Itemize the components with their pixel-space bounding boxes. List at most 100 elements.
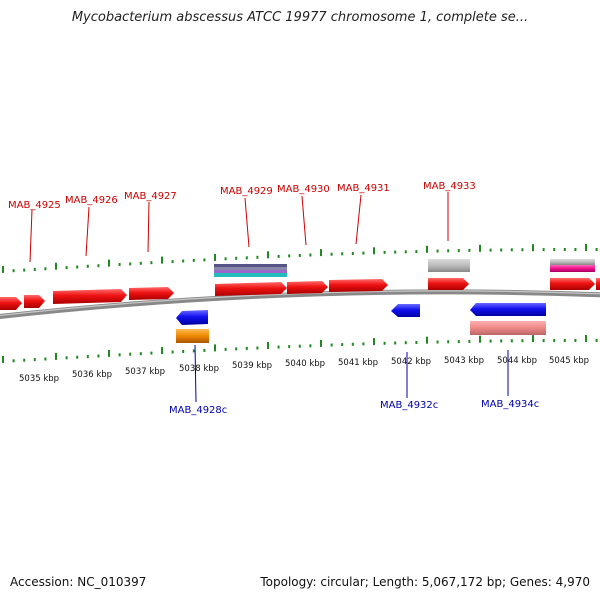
minor-tick xyxy=(150,261,153,265)
minor-tick xyxy=(404,250,407,254)
minor-tick xyxy=(192,258,195,262)
minor-tick xyxy=(351,252,354,255)
scale-label: 5039 kbp xyxy=(232,361,272,371)
scale-label: 5035 kbp xyxy=(19,374,59,384)
cds-arrow xyxy=(596,278,600,290)
major-tick xyxy=(373,247,375,255)
major-tick xyxy=(55,262,57,270)
minor-tick xyxy=(595,248,598,251)
gene-label[interactable]: MAB_4926 xyxy=(65,195,118,206)
minor-tick xyxy=(383,341,386,345)
minor-tick xyxy=(510,248,513,252)
minor-tick xyxy=(44,267,47,271)
minor-tick xyxy=(65,356,68,360)
gene-feature-gray xyxy=(428,259,470,272)
minor-tick xyxy=(341,252,344,256)
major-tick xyxy=(55,352,57,360)
scale-label: 5041 kbp xyxy=(338,358,378,368)
minor-tick xyxy=(574,339,577,342)
feature-stripe-track xyxy=(214,267,287,270)
minor-tick xyxy=(457,249,460,253)
gene-feature-orange xyxy=(176,329,209,343)
minor-tick xyxy=(447,340,450,344)
major-tick xyxy=(532,335,534,343)
minor-tick xyxy=(12,269,15,273)
minor-tick xyxy=(309,344,312,348)
major-tick xyxy=(161,347,163,355)
minor-tick xyxy=(129,262,132,266)
forward-features xyxy=(0,259,600,310)
minor-tick xyxy=(118,353,121,357)
minor-tick xyxy=(468,248,471,252)
cds-arrow xyxy=(0,297,22,310)
minor-tick xyxy=(436,340,439,344)
major-tick xyxy=(585,244,587,251)
minor-tick xyxy=(330,252,333,256)
minor-tick xyxy=(150,351,153,355)
cds-arrow-reverse xyxy=(176,310,208,325)
major-tick xyxy=(108,349,110,357)
minor-tick xyxy=(309,253,312,257)
minor-tick xyxy=(118,263,121,266)
gene-label[interactable]: MAB_4929 xyxy=(220,186,273,197)
scale-label: 5038 kbp xyxy=(179,364,219,374)
major-tick xyxy=(161,256,163,264)
minor-tick xyxy=(510,339,513,343)
cds-arrow xyxy=(287,281,328,294)
minor-tick xyxy=(521,248,524,252)
major-tick xyxy=(214,344,216,352)
cds-arrow xyxy=(129,287,174,300)
minor-tick xyxy=(203,348,206,352)
minor-tick xyxy=(394,250,397,254)
major-tick xyxy=(2,265,4,273)
scale-labels: 5035 kbp 5036 kbp 5037 kbp 5038 kbp 5039… xyxy=(19,356,589,384)
minor-tick xyxy=(330,343,333,347)
minor-tick xyxy=(436,249,439,253)
minor-tick xyxy=(563,339,566,342)
minor-tick xyxy=(595,339,598,342)
minor-tick xyxy=(489,339,492,343)
minor-tick xyxy=(553,248,556,251)
gene-label[interactable]: MAB_4930 xyxy=(277,184,330,195)
minor-tick xyxy=(468,339,471,343)
gene-label[interactable]: MAB_4931 xyxy=(337,183,390,194)
major-tick xyxy=(2,355,4,363)
gene-label[interactable]: MAB_4934c xyxy=(481,399,539,410)
minor-tick xyxy=(86,355,89,359)
gene-label[interactable]: MAB_4927 xyxy=(124,191,177,202)
minor-tick xyxy=(245,256,248,260)
feature-stripe-track xyxy=(214,264,287,267)
minor-tick xyxy=(447,249,450,253)
cds-arrow xyxy=(215,282,287,296)
gene-label[interactable]: MAB_4932c xyxy=(380,400,438,411)
gene-label[interactable]: MAB_4925 xyxy=(8,200,61,211)
minor-tick xyxy=(362,251,365,255)
major-tick xyxy=(426,336,428,344)
minor-tick xyxy=(203,258,206,262)
gene-label[interactable]: MAB_4933 xyxy=(423,181,476,192)
scale-label: 5045 kbp xyxy=(549,356,589,366)
reverse-features xyxy=(176,303,546,343)
major-tick xyxy=(373,338,375,346)
minor-tick xyxy=(171,260,174,264)
minor-tick xyxy=(457,340,460,344)
cds-arrow xyxy=(428,278,469,290)
minor-tick xyxy=(182,350,185,353)
minor-tick xyxy=(298,254,301,257)
major-tick xyxy=(108,259,110,267)
minor-tick xyxy=(415,250,418,254)
bottom-tick-row xyxy=(2,335,598,363)
cds-arrow-reverse xyxy=(391,304,420,317)
minor-tick xyxy=(500,339,503,343)
gene-label[interactable]: MAB_4928c xyxy=(169,405,227,416)
minor-tick xyxy=(33,268,36,271)
minor-tick xyxy=(351,342,354,346)
major-tick xyxy=(479,244,481,252)
minor-tick xyxy=(245,346,248,350)
minor-tick xyxy=(97,354,100,358)
minor-tick xyxy=(362,342,365,346)
gene-feature-gray xyxy=(550,259,595,265)
major-tick xyxy=(267,251,269,259)
minor-tick xyxy=(500,248,503,252)
